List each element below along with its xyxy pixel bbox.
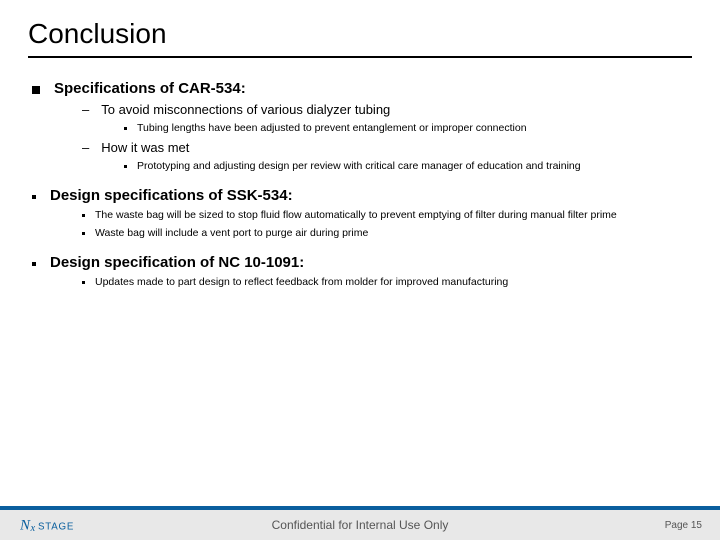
page-num: 15 bbox=[691, 520, 702, 531]
footer: N x STAGE Confidential for Internal Use … bbox=[0, 506, 720, 540]
dot-bullet-icon bbox=[82, 232, 85, 235]
footer-bar: N x STAGE Confidential for Internal Use … bbox=[0, 510, 720, 540]
dot-bullet-icon bbox=[32, 195, 36, 199]
heading-text: Design specifications of SSK-534: bbox=[50, 187, 293, 204]
slide-content: Specifications of CAR-534: – To avoid mi… bbox=[0, 58, 720, 289]
section: Design specifications of SSK-534: The wa… bbox=[28, 187, 692, 240]
square-bullet-icon bbox=[32, 86, 40, 94]
dash-bullet-icon: – bbox=[82, 101, 89, 119]
list-item: – How it was met bbox=[82, 139, 692, 157]
dot-bullet-icon bbox=[124, 165, 127, 168]
list-item-text: Waste bag will include a vent port to pu… bbox=[95, 226, 368, 240]
dot-bullet-icon bbox=[82, 281, 85, 284]
list-subitem: Prototyping and adjusting design per rev… bbox=[124, 159, 692, 173]
list-subitem: Tubing lengths have been adjusted to pre… bbox=[124, 121, 692, 135]
list-subitem-text: Tubing lengths have been adjusted to pre… bbox=[137, 121, 527, 135]
dot-bullet-icon bbox=[32, 262, 36, 266]
page-number: Page 15 bbox=[665, 520, 702, 531]
section-heading: Design specifications of SSK-534: bbox=[28, 187, 692, 204]
list-item: Waste bag will include a vent port to pu… bbox=[82, 226, 692, 240]
list-item: Updates made to part design to reflect f… bbox=[82, 275, 692, 289]
list-item-text: Updates made to part design to reflect f… bbox=[95, 275, 508, 289]
heading-text: Design specification of NC 10-1091: bbox=[50, 254, 304, 271]
section-heading: Design specification of NC 10-1091: bbox=[28, 254, 692, 271]
list-item-text: To avoid misconnections of various dialy… bbox=[101, 101, 390, 119]
heading-text: Specifications of CAR-534: bbox=[54, 80, 246, 97]
slide-title: Conclusion bbox=[0, 0, 720, 56]
dot-bullet-icon bbox=[82, 214, 85, 217]
dash-bullet-icon: – bbox=[82, 139, 89, 157]
section: Design specification of NC 10-1091: Upda… bbox=[28, 254, 692, 289]
list-item: The waste bag will be sized to stop flui… bbox=[82, 208, 692, 222]
list-subitem-text: Prototyping and adjusting design per rev… bbox=[137, 159, 581, 173]
page-label: Page bbox=[665, 520, 688, 531]
list-item: – To avoid misconnections of various dia… bbox=[82, 101, 692, 119]
list-item-text: How it was met bbox=[101, 139, 189, 157]
section-heading: Specifications of CAR-534: bbox=[28, 80, 692, 97]
dot-bullet-icon bbox=[124, 127, 127, 130]
confidential-label: Confidential for Internal Use Only bbox=[0, 518, 720, 532]
list-item-text: The waste bag will be sized to stop flui… bbox=[95, 208, 617, 222]
slide: Conclusion Specifications of CAR-534: – … bbox=[0, 0, 720, 540]
